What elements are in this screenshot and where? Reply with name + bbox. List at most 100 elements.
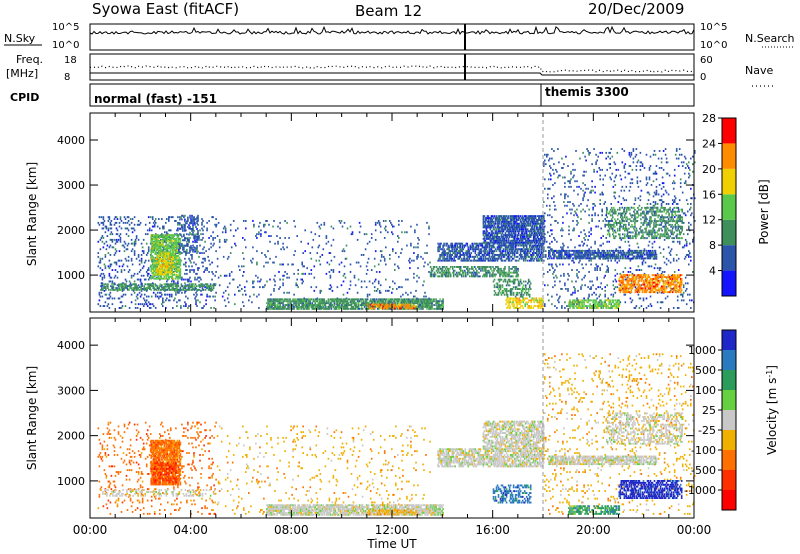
range-cell — [205, 299, 207, 302]
range-cell — [181, 235, 183, 238]
range-cell — [500, 273, 502, 276]
range-cell — [195, 295, 197, 298]
range-cell — [491, 250, 494, 253]
range-cell — [529, 250, 532, 253]
range-cell — [167, 262, 170, 265]
range-cell — [443, 248, 445, 251]
range-cell — [176, 236, 179, 238]
range-cell — [191, 285, 194, 288]
range-cell — [258, 293, 260, 296]
range-cell — [145, 254, 148, 256]
range-cell — [489, 224, 492, 227]
range-cell — [279, 278, 281, 281]
range-cell — [534, 241, 537, 244]
range-cell — [159, 291, 161, 294]
range-cell — [506, 246, 509, 249]
range-cell — [492, 252, 495, 254]
range-cell — [134, 307, 137, 309]
range-cell — [306, 267, 308, 270]
range-cell — [357, 306, 360, 308]
range-cell — [118, 225, 121, 228]
range-cell — [500, 252, 503, 254]
range-cell — [534, 246, 537, 249]
range-cell — [518, 217, 521, 219]
range-cell — [467, 246, 470, 249]
range-cell — [502, 242, 505, 245]
range-cell — [501, 286, 504, 289]
range-cell — [488, 242, 491, 245]
range-cell — [526, 248, 529, 251]
range-cell — [497, 288, 500, 290]
range-cell — [103, 276, 106, 279]
range-cell — [467, 267, 469, 270]
range-cell — [525, 224, 528, 227]
range-cell — [422, 257, 424, 260]
range-cell — [175, 285, 178, 288]
range-cell — [176, 266, 179, 269]
range-cell — [385, 302, 387, 305]
range-cell — [293, 307, 295, 310]
range-cell — [422, 307, 424, 310]
range-cell — [526, 241, 529, 244]
range-cell — [179, 275, 182, 278]
range-cell — [469, 255, 472, 258]
range-cell — [339, 300, 342, 303]
range-cell — [155, 267, 157, 270]
range-cell — [392, 233, 394, 236]
range-cell — [354, 302, 357, 305]
range-cell — [539, 241, 541, 244]
range-cell — [522, 242, 525, 245]
range-cell — [140, 254, 143, 256]
range-cell — [510, 242, 513, 245]
range-cell — [511, 242, 514, 245]
range-cell — [272, 304, 274, 306]
range-cell — [155, 234, 157, 237]
range-cell — [502, 254, 505, 256]
range-cell — [389, 307, 391, 310]
range-cell — [183, 285, 186, 288]
range-cell — [509, 239, 512, 242]
range-cell — [185, 254, 187, 256]
range-cell — [266, 307, 268, 310]
range-cell — [528, 217, 531, 219]
range-cell — [443, 255, 445, 258]
range-cell — [194, 246, 196, 249]
range-cell — [386, 305, 388, 308]
range-cell — [498, 286, 501, 289]
range-cell — [443, 271, 446, 274]
range-cell — [523, 234, 526, 236]
range-cell — [172, 287, 175, 289]
range-cell — [493, 254, 496, 256]
range-cell — [378, 304, 381, 306]
range-cell — [224, 274, 227, 277]
range-cell — [155, 288, 157, 291]
range-cell — [468, 252, 471, 254]
range-cell — [157, 258, 159, 261]
range-cell — [104, 293, 107, 296]
range-cell — [504, 239, 507, 242]
range-cell — [441, 304, 443, 306]
range-cell — [129, 218, 132, 220]
range-cell — [489, 241, 492, 244]
range-cell — [494, 267, 496, 270]
range-cell — [484, 244, 487, 247]
range-cell — [483, 237, 486, 240]
range-cell — [364, 307, 367, 310]
range-cell — [494, 241, 497, 244]
range-cell — [321, 304, 324, 306]
range-cell — [507, 215, 510, 218]
range-cell — [245, 246, 247, 249]
range-cell — [143, 285, 145, 288]
range-cell — [364, 248, 367, 251]
range-cell — [527, 217, 530, 219]
range-cell — [171, 243, 174, 246]
range-cell — [187, 287, 190, 289]
range-cell — [163, 272, 166, 274]
range-cell — [330, 269, 333, 271]
range-cell — [196, 238, 198, 241]
range-cell — [243, 271, 245, 273]
range-cell — [150, 229, 153, 232]
range-cell — [149, 274, 152, 277]
range-cell — [320, 307, 323, 310]
range-cell — [419, 302, 421, 305]
